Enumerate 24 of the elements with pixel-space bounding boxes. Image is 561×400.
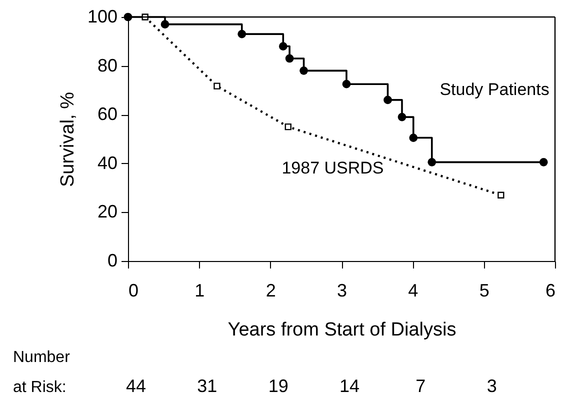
y-tick-label: 0 [107, 250, 118, 270]
series-label: Study Patients [440, 80, 550, 100]
y-axis-title: Survival, % [57, 92, 78, 188]
y-tick-label: 40 [97, 152, 118, 173]
y-tick-label: 100 [87, 6, 118, 26]
y-tick-label: 20 [97, 202, 118, 222]
x-tick-label: 1 [194, 280, 205, 300]
y-tick-label: 80 [97, 55, 118, 76]
x-tick-label: 0 [128, 280, 139, 300]
series-label: 1987 USRDS [282, 158, 384, 178]
text: 3 [486, 376, 497, 396]
text: 44 [126, 376, 146, 396]
text: Number at Risk: [13, 349, 71, 396]
text: 14 [339, 376, 360, 396]
x-tick-label: 2 [266, 280, 276, 300]
y-tick-label: 60 [97, 104, 118, 124]
text: 31 [197, 376, 218, 396]
x-tick-label: 6 [545, 280, 556, 300]
text: 7 [416, 376, 426, 396]
x-tick-label: 3 [336, 280, 348, 300]
x-tick-label: 5 [479, 280, 490, 300]
text: 19 [268, 376, 288, 396]
x-axis-title: Years from Start of Dialysis [228, 320, 456, 340]
x-tick-label: 4 [408, 280, 418, 300]
